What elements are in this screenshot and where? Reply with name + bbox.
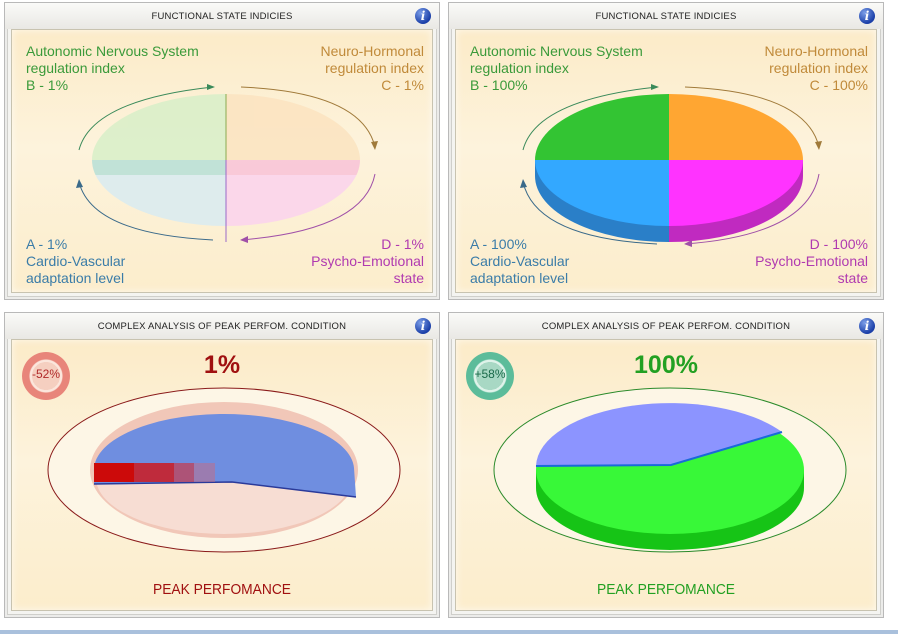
label-a: A - 100% Cardio-Vascular adaptation leve… xyxy=(470,236,570,286)
functional-state-panel-left: FUNCTIONAL STATE INDICIES i Autonomic Ne… xyxy=(4,2,440,300)
delta-badge: +58% xyxy=(466,352,514,400)
panel-header: FUNCTIONAL STATE INDICIES i xyxy=(5,3,439,29)
peak-value: 1% xyxy=(203,351,241,379)
arrow-c xyxy=(240,86,376,148)
panel-title: COMPLEX ANALYSIS OF PEAK PERFOM. CONDITI… xyxy=(541,321,791,332)
panel-body: Autonomic Nervous System regulation inde… xyxy=(455,29,877,293)
peak-pie-chart xyxy=(47,387,401,553)
info-icon[interactable]: i xyxy=(859,318,875,334)
functional-state-panel-right: FUNCTIONAL STATE INDICIES i Autonomic Ne… xyxy=(448,2,884,300)
label-a: A - 1% Cardio-Vascular adaptation level xyxy=(26,236,126,286)
peak-performance-panel-left: COMPLEX ANALYSIS OF PEAK PERFOM. CONDITI… xyxy=(4,312,440,618)
peak-value: 100% xyxy=(634,351,698,379)
panel-body: -52% 1% PEAK PERFOMANCE xyxy=(11,339,433,611)
arrow-d xyxy=(240,173,376,241)
peak-caption: PEAK PERFOMANCE xyxy=(596,581,736,598)
label-c: Neuro-Hormonal regulation index C - 1% xyxy=(320,43,424,93)
panel-body: +58% 100% PEAK PERFOMANCE xyxy=(455,339,877,611)
panel-title: COMPLEX ANALYSIS OF PEAK PERFOM. CONDITI… xyxy=(97,321,347,332)
arrow-b xyxy=(78,86,214,151)
info-icon[interactable]: i xyxy=(415,318,431,334)
quadrant-pie-chart xyxy=(520,84,822,247)
label-c: Neuro-Hormonal regulation index C - 100% xyxy=(764,43,868,93)
panel-title: FUNCTIONAL STATE INDICIES xyxy=(595,11,737,22)
peak-performance-panel-right: COMPLEX ANALYSIS OF PEAK PERFOM. CONDITI… xyxy=(448,312,884,618)
panel-header: COMPLEX ANALYSIS OF PEAK PERFOM. CONDITI… xyxy=(5,313,439,339)
quadrant-pie-chart xyxy=(76,84,378,243)
label-d: D - 100% Psycho-Emotional state xyxy=(755,236,868,286)
label-b: Autonomic Nervous System regulation inde… xyxy=(470,43,643,93)
peak-caption: PEAK PERFOMANCE xyxy=(152,581,292,598)
arrow-a xyxy=(78,181,214,241)
label-d: D - 1% Psycho-Emotional state xyxy=(311,236,424,286)
panel-title: FUNCTIONAL STATE INDICIES xyxy=(151,11,293,22)
peak-pie-chart xyxy=(493,387,847,553)
info-icon[interactable]: i xyxy=(415,8,431,24)
label-b: Autonomic Nervous System regulation inde… xyxy=(26,43,199,93)
delta-badge: -52% xyxy=(22,352,70,400)
panel-header: FUNCTIONAL STATE INDICIES i xyxy=(449,3,883,29)
panel-header: COMPLEX ANALYSIS OF PEAK PERFOM. CONDITI… xyxy=(449,313,883,339)
panel-body: Autonomic Nervous System regulation inde… xyxy=(11,29,433,293)
window-bottom-border xyxy=(0,630,898,634)
info-icon[interactable]: i xyxy=(859,8,875,24)
